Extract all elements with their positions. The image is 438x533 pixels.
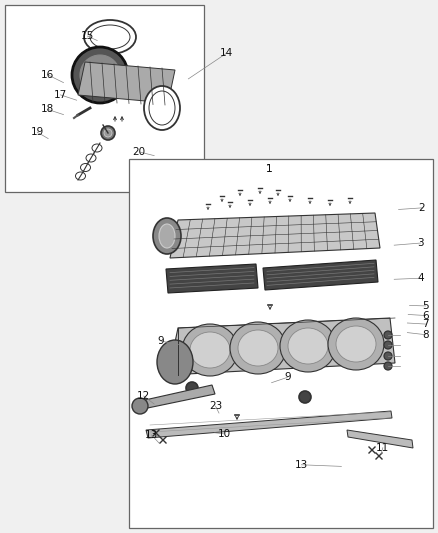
Text: 2: 2 [418,203,425,213]
Text: 13: 13 [295,460,308,470]
Text: 12: 12 [137,391,150,401]
Text: 18: 18 [41,104,54,114]
Text: 7: 7 [422,319,429,329]
Ellipse shape [384,352,392,360]
Ellipse shape [157,340,193,384]
Polygon shape [166,264,258,293]
Polygon shape [168,318,395,375]
Ellipse shape [132,398,148,414]
Bar [129,159,433,528]
Text: 8: 8 [422,330,429,340]
Text: 14: 14 [220,49,233,58]
Ellipse shape [90,25,130,49]
Text: 13: 13 [145,430,158,440]
Ellipse shape [84,20,136,54]
Ellipse shape [101,126,115,140]
Text: 4: 4 [417,273,424,283]
Ellipse shape [80,55,120,95]
Text: 10: 10 [218,429,231,439]
Text: 17: 17 [54,90,67,100]
Text: 1: 1 [266,165,273,174]
Text: 16: 16 [41,70,54,79]
Text: 23: 23 [209,401,222,411]
Text: 20: 20 [133,147,146,157]
Ellipse shape [230,322,286,374]
Ellipse shape [92,144,102,152]
Text: 19: 19 [31,127,44,137]
Bar [5,5,204,192]
Ellipse shape [299,391,311,403]
Ellipse shape [182,324,238,376]
Ellipse shape [336,326,376,362]
Polygon shape [170,213,380,258]
Ellipse shape [153,218,181,254]
Ellipse shape [186,382,198,394]
Ellipse shape [384,331,392,339]
Polygon shape [263,260,378,290]
Ellipse shape [72,47,128,103]
Ellipse shape [86,154,96,162]
Polygon shape [347,430,413,448]
Text: 11: 11 [376,443,389,453]
Ellipse shape [75,172,85,180]
Ellipse shape [384,362,392,370]
Text: 5: 5 [422,301,429,311]
Ellipse shape [104,129,112,137]
Ellipse shape [328,318,384,370]
Ellipse shape [384,341,392,349]
Ellipse shape [159,224,175,248]
Polygon shape [146,411,392,438]
Polygon shape [136,385,215,410]
Ellipse shape [280,320,336,372]
Text: 6: 6 [422,311,429,320]
Ellipse shape [238,330,278,366]
Ellipse shape [81,164,91,172]
Text: 3: 3 [417,238,424,248]
Ellipse shape [288,328,328,364]
Text: 9: 9 [158,336,165,346]
Polygon shape [78,62,175,103]
Text: 9: 9 [284,373,291,382]
Ellipse shape [149,91,175,125]
Text: 15: 15 [81,31,94,41]
Ellipse shape [144,86,180,130]
Text: 1: 1 [266,164,273,174]
Ellipse shape [190,332,230,368]
